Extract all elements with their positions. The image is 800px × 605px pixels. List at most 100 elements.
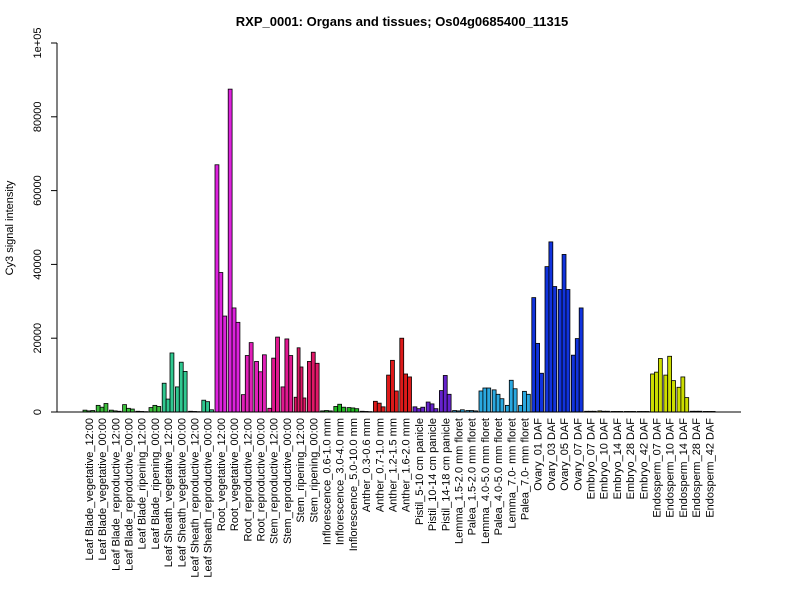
- bar-group: [663, 355, 676, 413]
- x-tick-label: Pistil_5-10 cm panicle: [414, 418, 426, 525]
- bar: [491, 389, 497, 413]
- x-tick-label: Stem_ripening_12:00: [295, 418, 307, 523]
- bar: [574, 338, 580, 413]
- bar-group: [518, 390, 531, 413]
- x-tick-label: Leaf Blade_reproductive_00:00: [123, 418, 135, 571]
- bar: [288, 355, 294, 413]
- bar: [275, 336, 280, 413]
- bar: [174, 386, 180, 413]
- x-tick-label: Palea_4.0-5.0 mm floret: [493, 418, 505, 535]
- bar-group: [478, 387, 492, 413]
- bar: [205, 401, 210, 413]
- bar: [169, 352, 175, 413]
- bar: [240, 394, 246, 413]
- x-tick-label: Root_reproductive_00:00: [255, 418, 267, 542]
- bar-group: [214, 164, 228, 413]
- bar: [258, 371, 263, 413]
- bar-group: [491, 389, 505, 413]
- bar-group: [201, 399, 214, 413]
- bar: [442, 375, 448, 413]
- bar-group: [174, 361, 188, 413]
- bar: [350, 407, 356, 413]
- bar-group: [240, 342, 254, 413]
- bar: [103, 403, 109, 413]
- x-axis: Leaf Blade_vegetative_12:00 Leaf Blade_ve…: [57, 411, 741, 578]
- bar: [122, 404, 127, 413]
- x-tick-label: Leaf Sheath_vegetative_12:00: [163, 418, 175, 567]
- x-tick-label: Embryo_28 DAF: [625, 418, 637, 500]
- bar: [446, 393, 452, 413]
- bar: [504, 404, 510, 413]
- bar: [376, 402, 382, 413]
- bar: [526, 393, 531, 413]
- x-tick-label: Palea_1.5-2.0 mm floret: [467, 418, 479, 535]
- y-axis: 0 20000 40000 60000 80000 1e+05: [32, 28, 58, 415]
- bar: [235, 321, 241, 413]
- x-tick-label: Stem_reproductive_12:00: [269, 418, 281, 544]
- x-tick-label: Ovary_03 DAF: [546, 418, 558, 491]
- bar: [244, 355, 250, 413]
- bar: [333, 406, 339, 413]
- bar: [565, 289, 571, 413]
- x-tick-label: Root_reproductive_12:00: [242, 418, 254, 542]
- bar: [663, 374, 669, 413]
- x-tick-label: Endosperm_42 DAF: [704, 418, 716, 518]
- x-tick-label: Leaf Blade_vegetative_12:00: [84, 418, 96, 561]
- x-tick-label: Stem_reproductive_00:00: [282, 418, 294, 544]
- bar: [407, 376, 412, 413]
- bar-group: [372, 400, 386, 413]
- x-tick-label: Leaf Sheath_vegetative_00:00: [176, 418, 188, 567]
- bar: [508, 379, 514, 413]
- bar-group: [122, 404, 135, 413]
- x-tick-label: Inflorescence_3.0-4.0 mm: [335, 418, 347, 545]
- bar: [284, 338, 290, 413]
- bar: [518, 404, 523, 413]
- bar: [425, 401, 431, 413]
- bar-group: [438, 375, 452, 413]
- bar-group: [333, 403, 346, 413]
- bar: [412, 406, 418, 413]
- x-tick-label: Root_vegetative_00:00: [229, 418, 241, 531]
- bar: [306, 361, 312, 413]
- bar-group: [425, 401, 439, 413]
- x-tick-label: Lemma_1.5-2.0 mm floret: [453, 418, 465, 544]
- x-tick-label: Inflorescence_0.6-1.0 mm: [321, 418, 333, 545]
- bar: [99, 406, 105, 413]
- bar: [499, 398, 505, 413]
- x-tick-label: Pistil_10-14 cm panicle: [427, 418, 439, 531]
- bar: [535, 342, 541, 413]
- bar-group: [676, 376, 690, 413]
- bar: [95, 404, 101, 413]
- x-tick-label: Leaf Blade_ripening_00:00: [150, 418, 162, 550]
- x-tick-label: Leaf Blade_vegetative_00:00: [97, 418, 109, 561]
- bar: [182, 371, 188, 413]
- x-tick-label: Endosperm_14 DAF: [678, 418, 690, 518]
- bar: [337, 403, 343, 413]
- bar: [522, 390, 527, 413]
- bar: [299, 366, 304, 413]
- bar: [222, 315, 228, 413]
- x-tick-label: Pistil_14-18 cm panicle: [440, 418, 452, 531]
- bar-group: [346, 407, 360, 413]
- x-tick-label: Anther_1.2-1.5 mm: [387, 418, 399, 512]
- bar: [293, 396, 298, 413]
- bar: [539, 372, 544, 413]
- bar: [296, 347, 301, 413]
- bar-group: [280, 338, 294, 413]
- bar: [393, 390, 399, 413]
- bar: [390, 359, 395, 413]
- bar-group: [557, 254, 571, 413]
- bar: [420, 406, 426, 413]
- bar-group: [148, 404, 162, 413]
- bar: [372, 400, 378, 413]
- x-tick-label: Embryo_42 DAF: [638, 418, 650, 500]
- x-tick-label: Embryo_10 DAF: [599, 418, 611, 500]
- x-tick-label: Leaf Sheath_reproductive_00:00: [203, 418, 215, 578]
- x-tick-label: Ovary_01 DAF: [533, 418, 545, 491]
- bar: [231, 307, 237, 413]
- x-tick-label: Leaf Blade_ripening_12:00: [137, 418, 149, 550]
- bar-group: [386, 359, 399, 413]
- bar-group: [531, 297, 544, 413]
